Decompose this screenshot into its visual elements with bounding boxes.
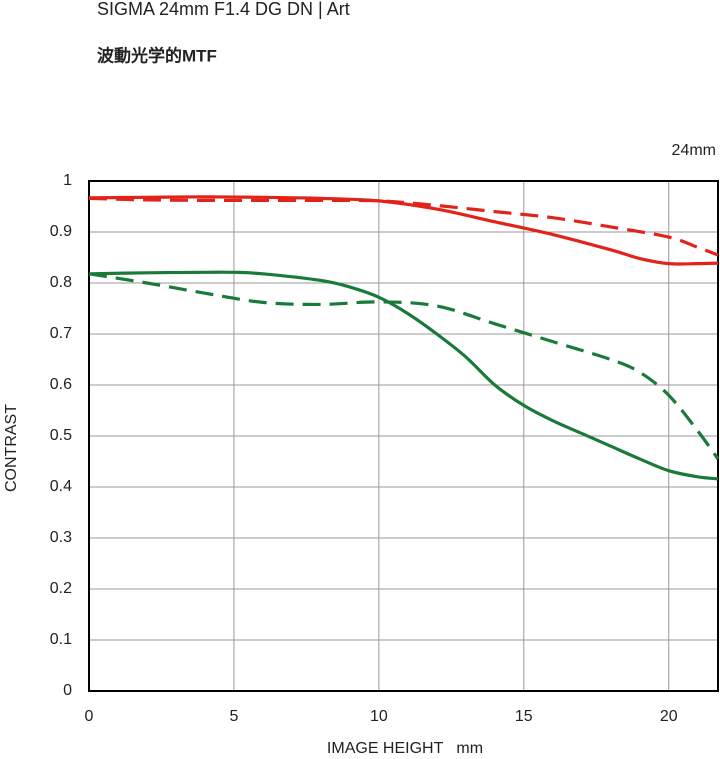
y-tick-label: 0.2 bbox=[50, 580, 72, 597]
y-tick-label: 0.9 bbox=[50, 223, 72, 240]
x-tick-label: 5 bbox=[229, 708, 238, 725]
y-tick-label: 0.8 bbox=[50, 274, 72, 291]
y-tick-label: 1 bbox=[63, 172, 72, 189]
mtf-line bbox=[88, 195, 719, 266]
plot-frame bbox=[88, 180, 719, 692]
x-axis-label: IMAGE HEIGHT mm bbox=[327, 740, 483, 757]
y-tick-label: 0.5 bbox=[50, 427, 72, 444]
x-tick-label: 20 bbox=[660, 708, 678, 725]
x-tick-label: 15 bbox=[515, 708, 533, 725]
chart-subtitle: 波動光学的MTF bbox=[97, 45, 217, 65]
y-tick-label: 0.6 bbox=[50, 376, 72, 393]
y-tick-label: 0.3 bbox=[50, 529, 72, 546]
x-tick-label: 10 bbox=[370, 708, 388, 725]
y-axis-label: CONTRAST bbox=[3, 404, 20, 492]
y-tick-label: 0.1 bbox=[50, 631, 72, 648]
focal-length: 24mm bbox=[672, 142, 716, 159]
y-tick-label: 0 bbox=[63, 682, 72, 699]
mtf-line bbox=[88, 196, 719, 257]
chart-title: SIGMA 24mm F1.4 DG DN | Art bbox=[97, 0, 350, 19]
x-tick-label: 0 bbox=[85, 708, 94, 725]
mtf-line bbox=[88, 272, 720, 460]
y-tick-label: 0.7 bbox=[50, 325, 72, 342]
y-tick-label: 0.4 bbox=[50, 478, 72, 495]
mtf-line bbox=[88, 270, 719, 481]
